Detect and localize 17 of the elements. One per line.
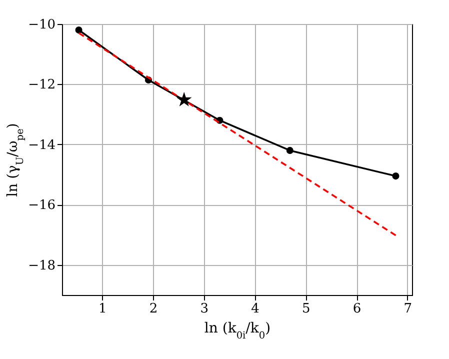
x-tick-label: 4 <box>251 302 260 316</box>
y-tick-label: −14 <box>28 138 56 153</box>
x-axis-title: ln (k$_{0i}$/k$_{0}$) <box>204 320 271 341</box>
x-tick-label: 7 <box>404 302 412 316</box>
point <box>75 26 82 34</box>
point <box>392 172 400 180</box>
y-tick-label: −12 <box>28 78 56 93</box>
y-tick-label: −10 <box>28 18 56 32</box>
x-tick-label: 1 <box>98 302 107 316</box>
x-tick-label: 6 <box>352 302 362 316</box>
x-tick-label: 5 <box>302 302 310 316</box>
point <box>286 146 294 154</box>
y-tick-label: −16 <box>28 198 56 214</box>
y-tick-label: −18 <box>28 258 56 274</box>
x-tick-label: 2 <box>149 302 158 316</box>
x-tick-label: 3 <box>200 302 209 316</box>
point <box>176 92 192 106</box>
